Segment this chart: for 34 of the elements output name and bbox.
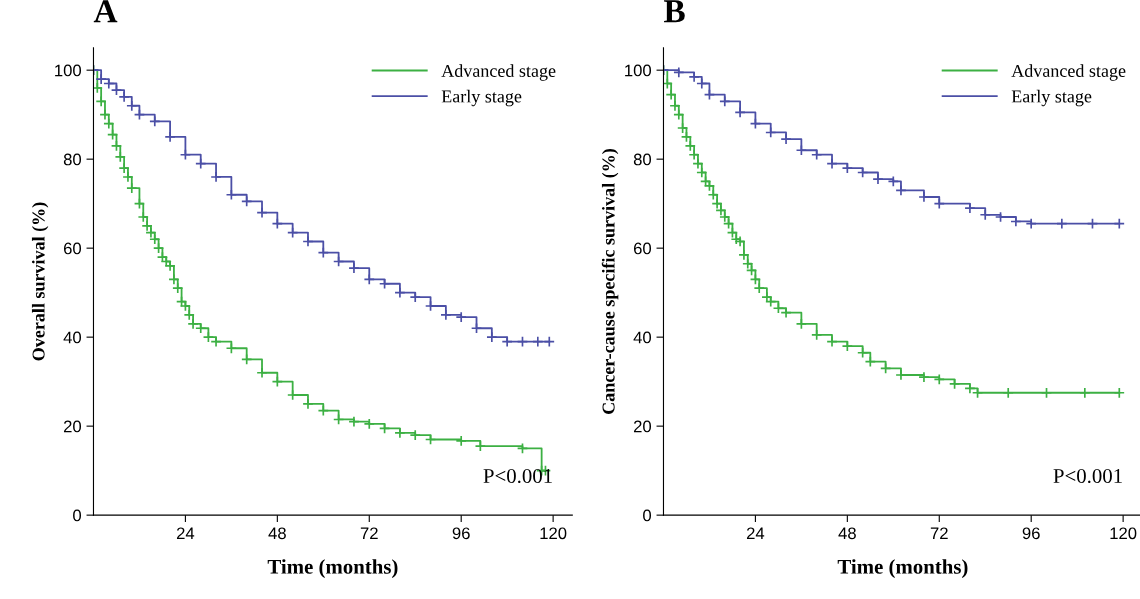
y-tick-label: 40: [633, 331, 652, 344]
x-tick-label: 72: [930, 527, 948, 540]
y-axis-title: Cancer-cause specific survival (%): [601, 149, 619, 414]
chart-title: B: [664, 0, 685, 23]
x-axis-title: Time (months): [267, 559, 398, 579]
y-tick-label: 40: [63, 331, 82, 344]
y-tick-label: 100: [625, 64, 652, 77]
x-tick-label: 120: [540, 527, 567, 540]
x-tick-label: 48: [838, 527, 856, 540]
y-tick-label: 80: [63, 153, 82, 166]
x-tick-label: 120: [1110, 527, 1137, 540]
legend-label: Early stage: [1011, 89, 1092, 107]
y-tick-label: 60: [63, 242, 82, 255]
y-tick-label: 0: [643, 509, 652, 522]
y-tick-label: 80: [633, 153, 652, 166]
legend-label: Early stage: [441, 89, 522, 107]
legend-label: Advanced stage: [1011, 64, 1126, 81]
x-tick-label: 96: [1022, 527, 1040, 540]
y-axis-title: Overall survival (%): [31, 202, 49, 361]
x-tick-label: 48: [268, 527, 286, 540]
annotation: P<0.001: [483, 468, 552, 484]
legend-label: Advanced stage: [441, 64, 556, 81]
annotation: P<0.001: [1053, 468, 1122, 484]
chart-title: A: [93, 0, 118, 23]
y-tick-label: 20: [63, 420, 82, 433]
x-axis-title: Time (months): [837, 559, 968, 579]
x-tick-label: 24: [176, 527, 195, 540]
y-tick-label: 60: [633, 242, 652, 255]
y-tick-label: 20: [633, 420, 652, 433]
y-tick-label: 100: [55, 64, 82, 77]
y-tick-label: 0: [73, 509, 82, 522]
x-tick-label: 24: [746, 527, 765, 540]
x-tick-label: 96: [452, 527, 470, 540]
x-tick-label: 72: [360, 527, 378, 540]
